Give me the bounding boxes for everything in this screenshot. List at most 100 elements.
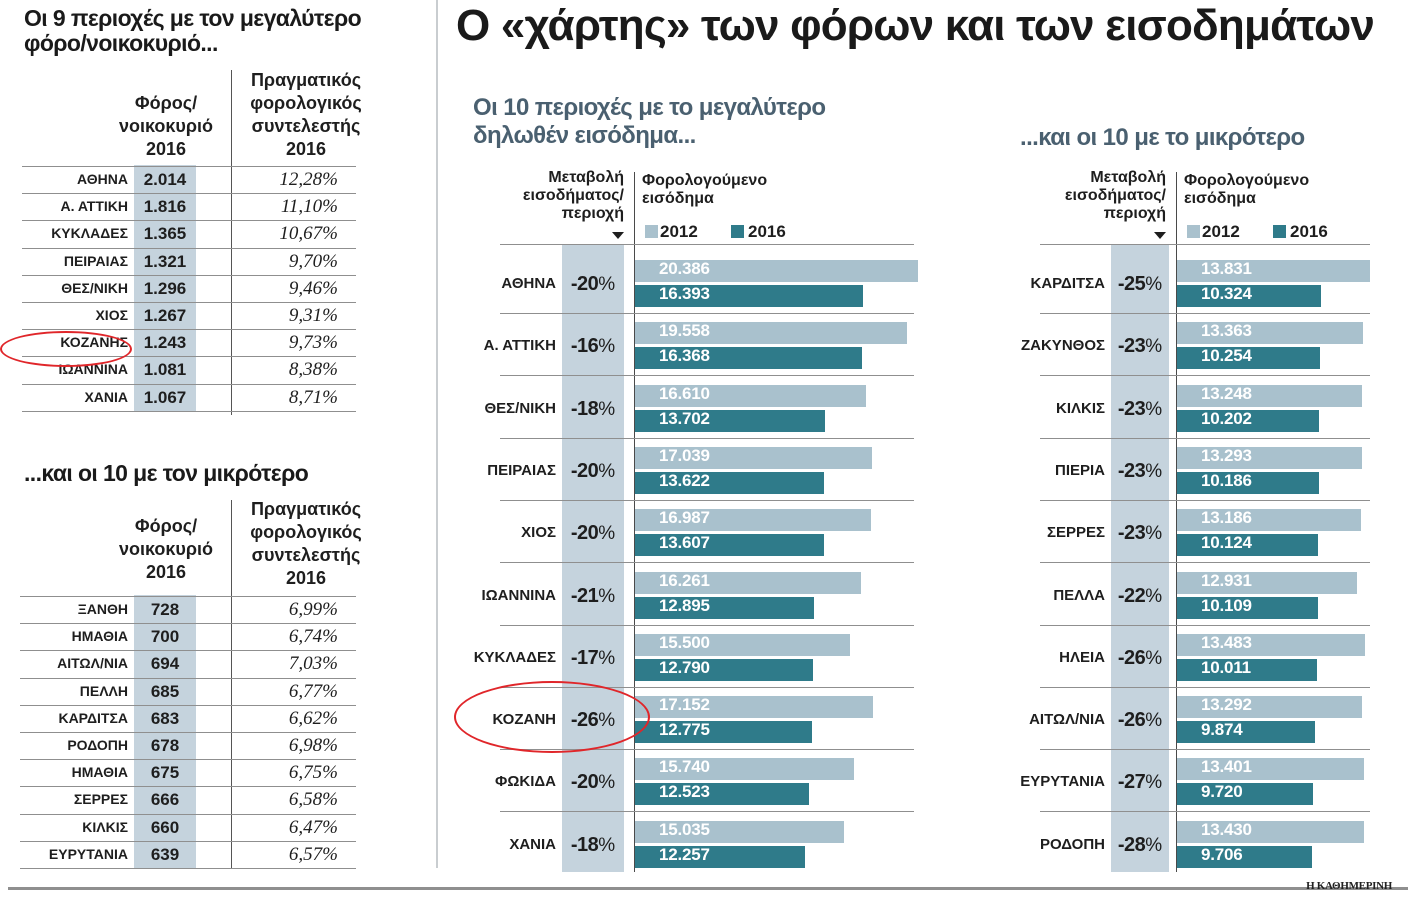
legend-label-2012: 2012	[660, 222, 698, 241]
bar-2016	[635, 721, 812, 744]
percent-sign: %	[1145, 523, 1163, 545]
bottom-rate-header-line: Πραγματικός	[250, 499, 362, 519]
effective-tax-rate: 12,28%	[279, 169, 338, 190]
effective-tax-rate: 6,58%	[288, 789, 338, 811]
region-name: ΡΟΔΟΠΗ	[67, 737, 128, 753]
income-change-number: -26	[1117, 646, 1146, 669]
region-name: ΠΕΛΛΗ	[79, 682, 128, 699]
bar-value-2012: 17.152	[659, 695, 710, 715]
tax-per-household: 1.365	[143, 224, 187, 244]
footer-rule	[8, 887, 1408, 890]
category-label: ΠΙΕΡΙΑ	[1054, 461, 1105, 479]
bar-value-2016: 9.720	[1201, 782, 1243, 802]
column-divider	[436, 0, 438, 868]
bar-value-2012: 13.186	[1201, 508, 1252, 528]
income-change-value: -22%	[1111, 584, 1169, 610]
bar-2012	[1177, 446, 1362, 469]
change-header-line: εισοδήματος/	[1064, 187, 1166, 204]
table-top-rule	[20, 596, 356, 597]
income-header-line: Φορολογούμενο	[642, 172, 768, 189]
top-tax-column-shade	[134, 165, 196, 412]
income-change-number: -26	[1117, 709, 1146, 732]
income-change-value: -23%	[1111, 521, 1169, 547]
table-row-divider	[20, 786, 356, 788]
percent-sign: %	[1145, 585, 1163, 607]
bar-value-2016: 10.324	[1201, 284, 1252, 303]
bar-2016	[635, 347, 862, 370]
income-change-value: -25%	[1111, 272, 1169, 298]
tax-per-household: 660	[150, 817, 180, 837]
percent-sign: %	[1145, 710, 1163, 732]
bar-2012	[635, 509, 871, 532]
bar-2012	[635, 820, 844, 843]
table-row-divider	[22, 193, 356, 195]
bottom-table-divider	[231, 500, 232, 868]
income-change-number: -21	[570, 584, 599, 607]
top-rate-header-line: 2016	[285, 139, 327, 159]
percent-sign: %	[1145, 398, 1163, 420]
top-tax-header: Φόρος/ νοικοκυριό 2016	[108, 92, 224, 161]
table-row-divider	[22, 220, 356, 222]
region-name: ΠΕΙΡΑΙΑΣ	[63, 252, 128, 269]
top-rate-header: Πραγματικός φορολογικός συντελεστής 2016	[236, 69, 376, 161]
region-name: ΑΘΗΝΑ	[77, 171, 128, 187]
region-name: ΣΕΡΡΕΣ	[73, 791, 128, 808]
category-label: ΧΙΟΣ	[521, 524, 556, 542]
bar-2016	[635, 471, 824, 494]
bar-value-2012: 16.987	[659, 508, 710, 528]
change-column-shade	[1111, 244, 1169, 872]
bar-2016	[635, 845, 805, 868]
top-rate-header-line: συντελεστής	[251, 116, 361, 136]
income-change-value: -26%	[1111, 646, 1169, 672]
effective-tax-rate: 6,77%	[288, 680, 338, 702]
bar-2016	[1177, 534, 1318, 557]
table-row-divider	[20, 868, 356, 869]
bottom-rate-header-line: 2016	[285, 568, 327, 588]
effective-tax-rate: 6,99%	[288, 599, 338, 620]
bar-2016	[1177, 409, 1319, 432]
effective-tax-rate: 7,03%	[288, 653, 338, 675]
category-label: ΧΑΝΙΑ	[509, 835, 556, 853]
income-change-value: -20%	[562, 521, 624, 547]
source-credit: Η ΚΑΘΗΜΕΡΙΝΗ	[1306, 880, 1392, 892]
tax-per-household: 1.296	[143, 278, 187, 298]
bar-2012	[635, 384, 866, 407]
income-change-value: -17%	[562, 646, 624, 672]
income-change-value: -26%	[1111, 708, 1169, 734]
bar-value-2016: 10.109	[1201, 595, 1252, 615]
effective-tax-rate: 6,98%	[288, 735, 338, 756]
row-divider	[500, 499, 914, 501]
bar-2016	[1177, 845, 1312, 868]
income-change-number: -28	[1117, 833, 1146, 856]
region-name: ΚΥΚΛΑΔΕΣ	[51, 225, 128, 242]
change-header-line: Μεταβολή	[548, 169, 624, 186]
table-row-divider	[20, 623, 356, 625]
tax-per-household: 1.067	[143, 387, 187, 407]
bar-value-2012: 16.610	[659, 383, 710, 403]
category-label: ΦΩΚΙΔΑ	[495, 773, 556, 791]
bar-2016	[1177, 783, 1313, 806]
top-rate-header-line: φορολογικός	[250, 93, 362, 113]
bar-value-2016: 9.706	[1201, 844, 1243, 864]
tax-per-household: 700	[150, 627, 180, 647]
tax-per-household: 1.816	[143, 197, 187, 217]
chart-axis-line	[634, 172, 635, 872]
category-label: ΣΕΡΡΕΣ	[1046, 524, 1105, 542]
region-name: ΧΑΝΙΑ	[84, 388, 128, 405]
income-change-value: -27%	[1111, 770, 1169, 796]
bar-value-2012: 13.293	[1201, 445, 1252, 465]
tax-per-household: 1.081	[143, 360, 187, 380]
bar-2016	[635, 596, 814, 619]
income-change-value: -20%	[562, 770, 624, 796]
chart-header-rule	[500, 244, 914, 245]
top-table-divider	[231, 70, 232, 415]
region-name: ΘΕΣ/ΝΙΚΗ	[61, 279, 128, 296]
bar-value-2012: 15.035	[659, 819, 710, 839]
category-label: ΗΛΕΙΑ	[1059, 648, 1105, 666]
legend-label-2012: 2012	[1202, 222, 1240, 241]
effective-tax-rate: 9,70%	[288, 250, 338, 272]
kozani-chart-highlight-circle	[454, 681, 650, 753]
bar-value-2012: 15.740	[659, 757, 710, 777]
effective-tax-rate: 6,75%	[288, 762, 338, 784]
percent-sign: %	[598, 274, 616, 295]
